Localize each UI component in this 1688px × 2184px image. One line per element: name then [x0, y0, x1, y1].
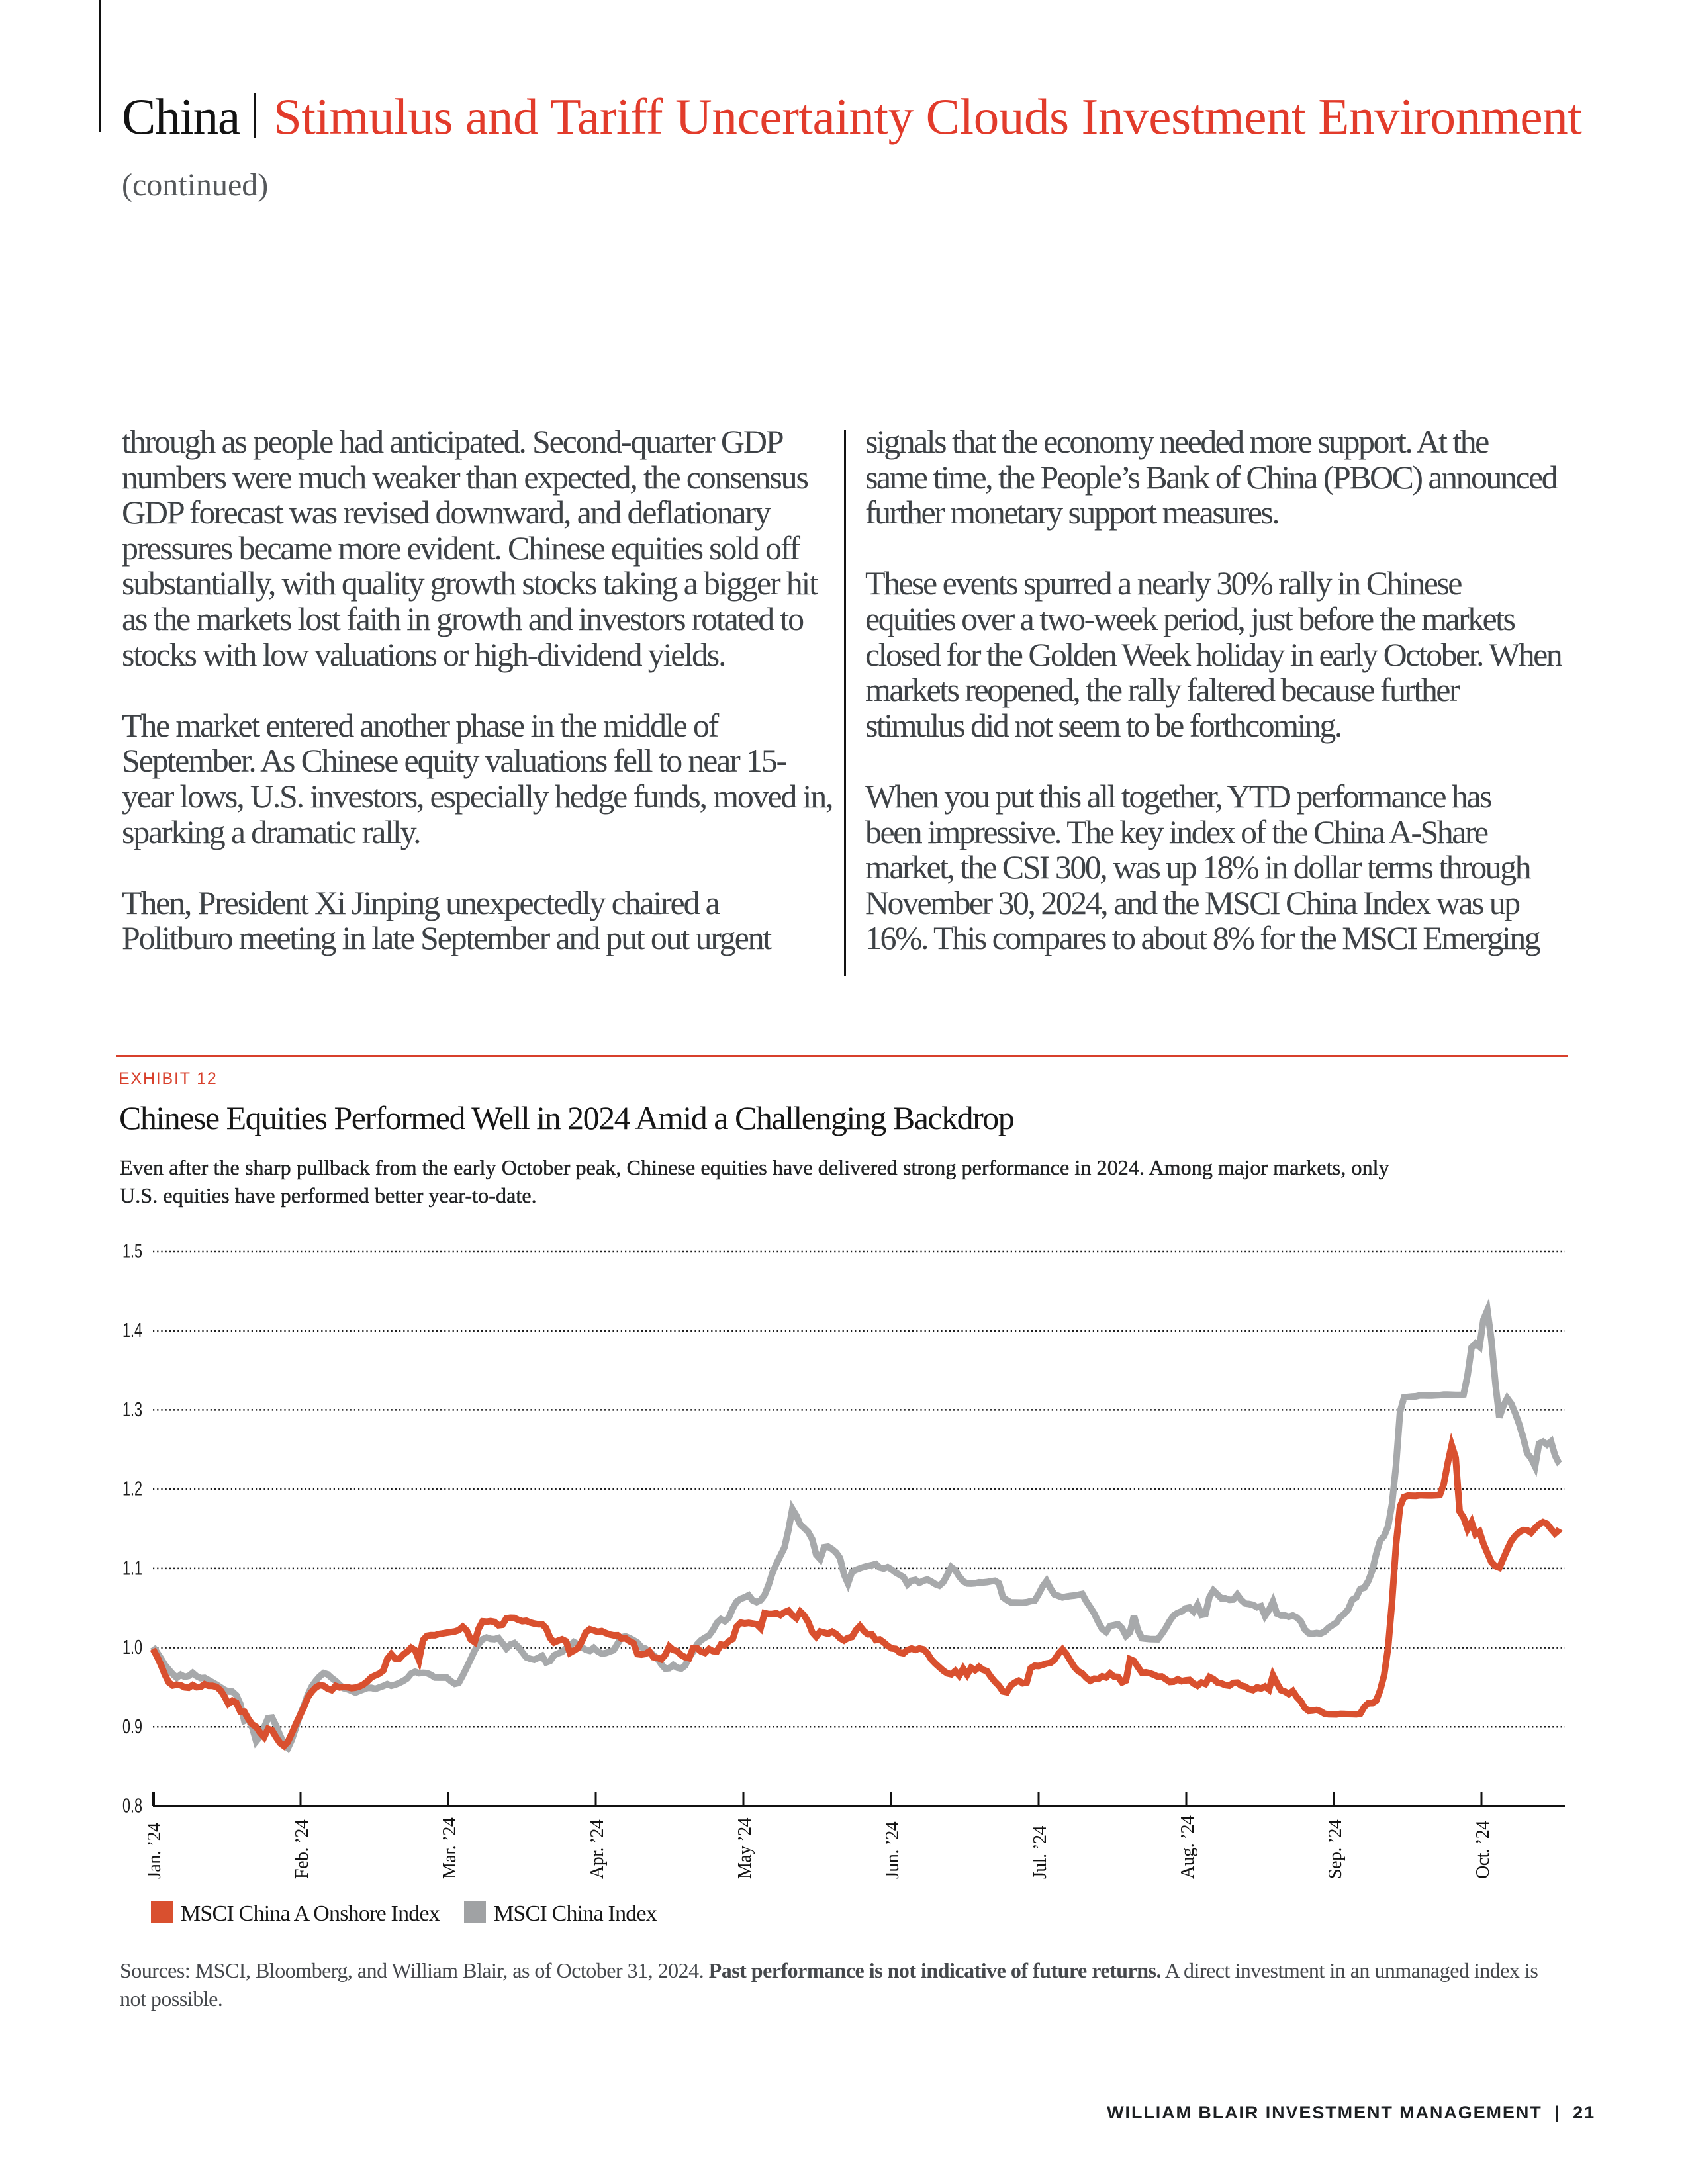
- svg-text:1.3: 1.3: [122, 1398, 142, 1421]
- svg-text:0.8: 0.8: [122, 1794, 142, 1817]
- svg-text:Jun. ’24: Jun. ’24: [882, 1821, 903, 1879]
- svg-text:1.4: 1.4: [122, 1318, 142, 1342]
- svg-text:Feb. ’24: Feb. ’24: [292, 1819, 312, 1879]
- svg-text:Sep. ’24: Sep. ’24: [1325, 1819, 1346, 1879]
- svg-text:Oct. ’24: Oct. ’24: [1473, 1821, 1493, 1879]
- svg-text:MSCI China Index: MSCI China Index: [494, 1901, 657, 1926]
- svg-text:May ’24: May ’24: [735, 1817, 755, 1879]
- svg-text:1.0: 1.0: [122, 1635, 142, 1659]
- svg-text:Mar. ’24: Mar. ’24: [440, 1817, 460, 1879]
- svg-text:1.2: 1.2: [122, 1477, 142, 1500]
- svg-text:Apr. ’24: Apr. ’24: [587, 1819, 608, 1879]
- svg-text:Jul. ’24: Jul. ’24: [1030, 1826, 1051, 1880]
- svg-text:MSCI China A Onshore Index: MSCI China A Onshore Index: [181, 1901, 440, 1926]
- svg-text:Aug. ’24: Aug. ’24: [1178, 1815, 1198, 1879]
- svg-text:1.1: 1.1: [122, 1556, 142, 1579]
- svg-text:1.5: 1.5: [122, 1240, 142, 1263]
- svg-text:Jan. ’24: Jan. ’24: [144, 1823, 165, 1879]
- svg-text:0.9: 0.9: [122, 1715, 142, 1738]
